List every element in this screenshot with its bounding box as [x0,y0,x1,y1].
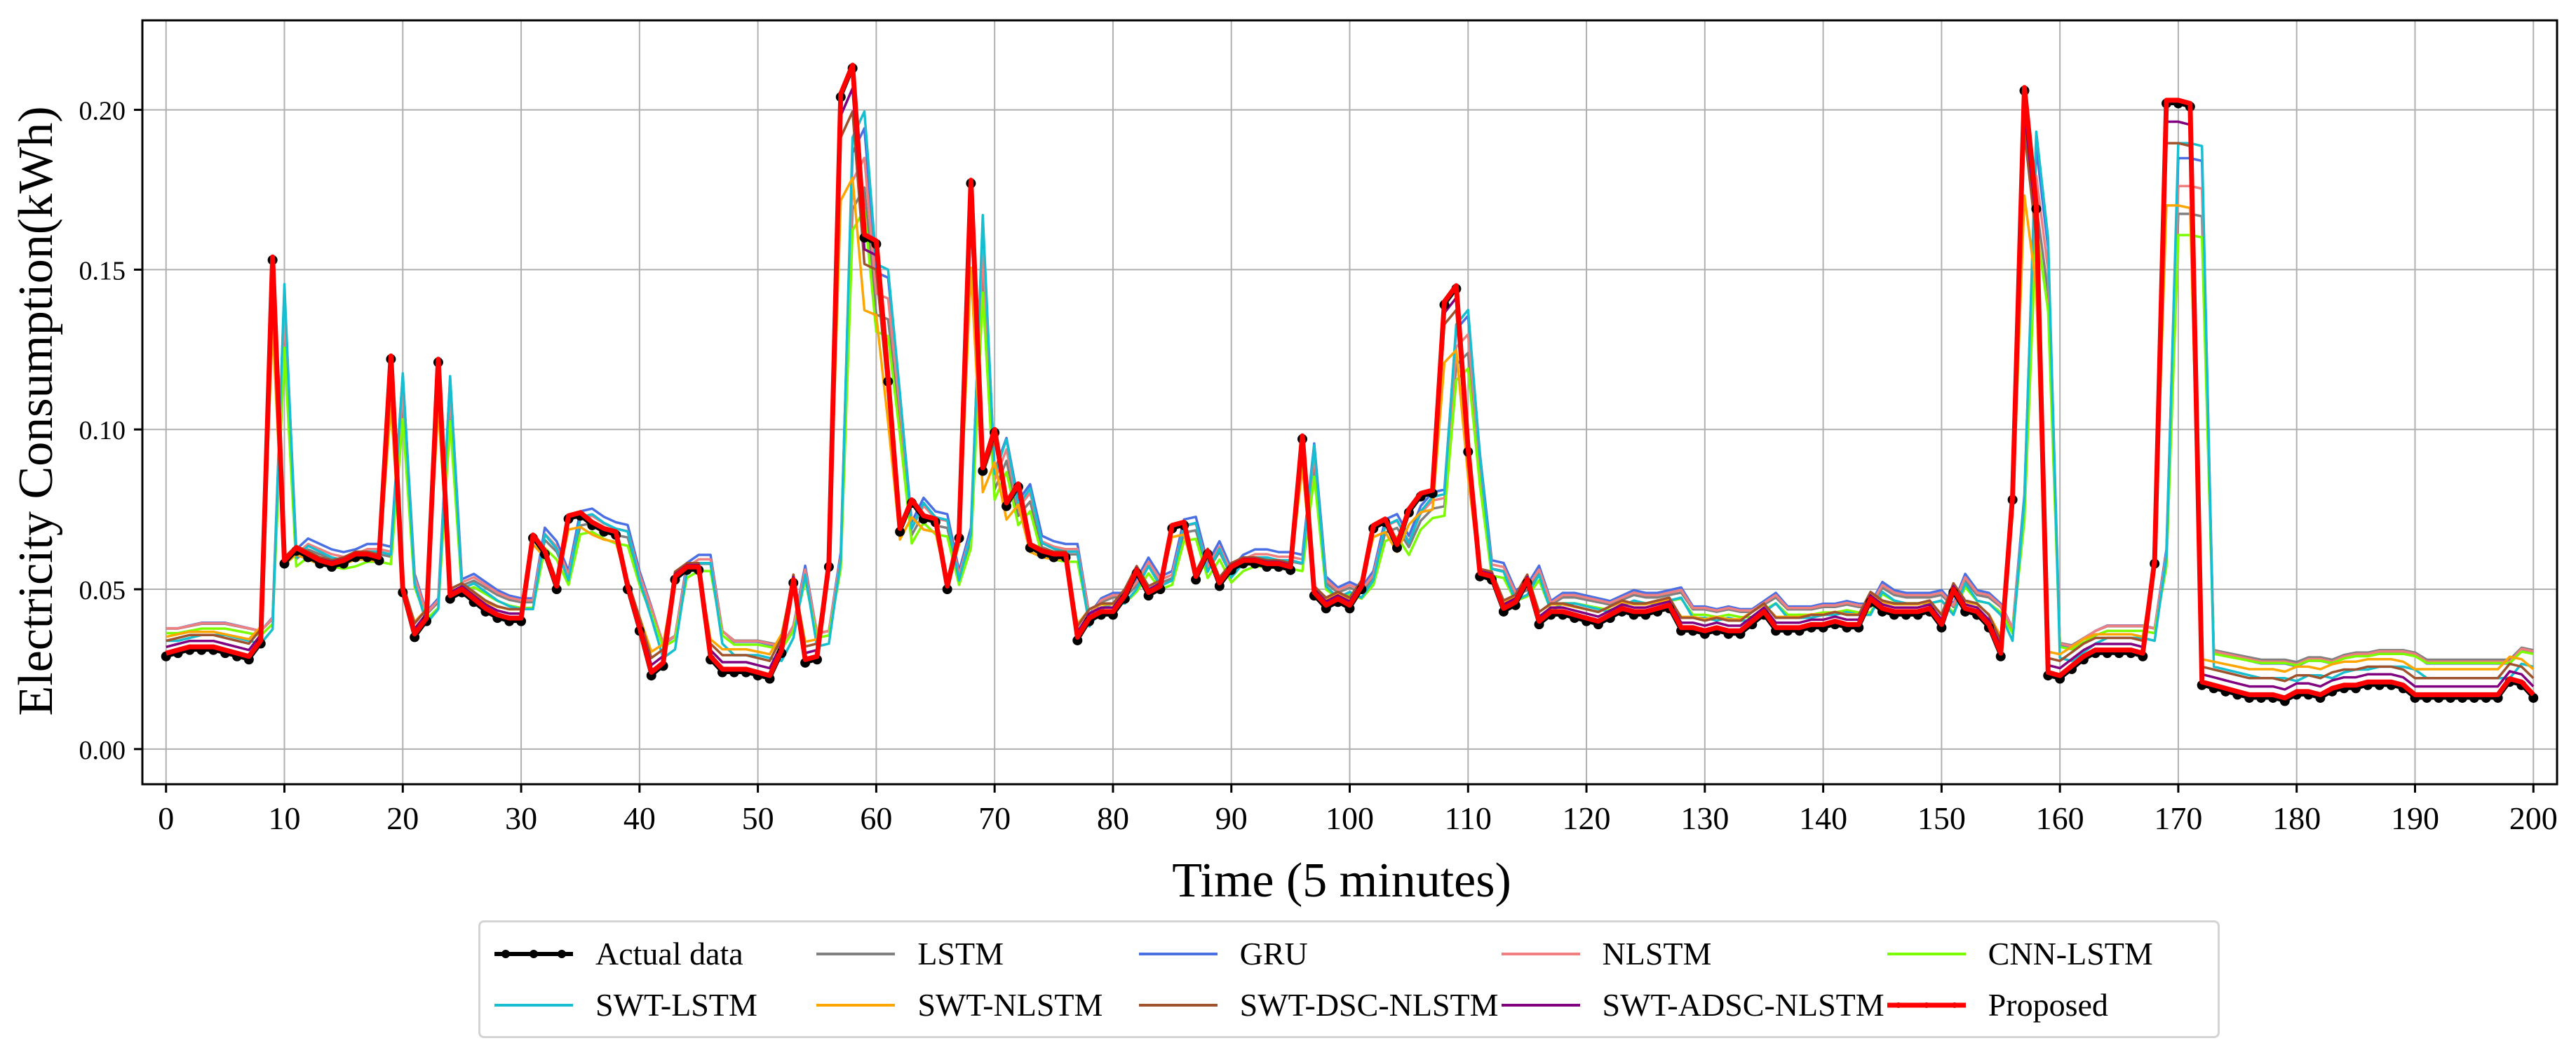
legend-item: Actual data [492,928,814,979]
legend-swatch [816,1003,896,1007]
y-tick-label: 0.15 [79,256,126,285]
x-tick-label: 100 [1326,800,1374,836]
series-line-proposed [165,62,2535,701]
data-point [1392,542,1403,553]
legend-swatch [1138,952,1218,955]
x-tick-label: 190 [2391,800,2439,836]
legend-item: NLSTM [1499,928,1884,979]
y-axis-label: Electricity Consumption(kWh) [9,107,63,716]
x-tick-label: 0 [158,800,174,836]
legend-label: Proposed [1988,987,2108,1023]
legend-item: SWT-DSC-NLSTM [1136,979,1499,1030]
x-tick-label: 160 [2036,800,2084,836]
data-point [978,466,988,476]
legend-swatch [1887,1002,1966,1008]
x-tick-label: 110 [1445,800,1492,836]
legend-swatch [494,1003,573,1007]
x-tick-label: 170 [2154,800,2202,836]
legend-item: GRU [1136,928,1499,979]
axes: 0 10 20 30 40 50 60 70 80 90 100 110 120 130 140 150 160… [79,19,2558,836]
x-tick-label: 150 [1917,800,1966,836]
data-point [1191,574,1201,585]
x-tick-label: 30 [505,800,537,836]
x-tick-label: 20 [386,800,419,836]
x-tick-label: 50 [742,800,774,836]
x-tick-label: 90 [1215,800,1248,836]
x-tick-label: 120 [1563,800,1611,836]
legend-label: LSTM [917,936,1004,972]
legend-label: CNN-LSTM [1988,936,2153,972]
legend-item: CNN-LSTM [1884,928,2206,979]
x-tick-label: 130 [1680,800,1729,836]
y-tick-label: 0.00 [79,736,126,765]
x-tick-label: 80 [1097,800,1129,836]
legend-label: Actual data [595,936,743,972]
legend-swatch [1887,952,1966,955]
x-tick-label: 70 [978,800,1011,836]
x-tick-label: 10 [269,800,301,836]
x-tick-label: 180 [2272,800,2321,836]
x-tick-label: 40 [623,800,656,836]
legend-label: SWT-ADSC-NLSTM [1602,987,1884,1023]
legend-swatch [1138,1003,1218,1007]
grid [142,20,2557,784]
legend-label: GRU [1239,936,1308,972]
legend-swatch [1501,952,1580,955]
data-point [942,584,952,595]
data-point [1995,651,2006,661]
data-point [895,527,905,537]
legend-label: SWT-NLSTM [917,987,1103,1023]
legend-label: SWT-DSC-NLSTM [1239,987,1499,1023]
y-tick-label: 0.20 [79,97,126,126]
legend-item: SWT-NLSTM [814,979,1135,1030]
x-tick-label: 200 [2509,800,2558,836]
legend-swatch [1501,1003,1580,1007]
legend-swatch [494,949,573,958]
legend-label: SWT-LSTM [595,987,757,1023]
legend-item: Proposed [1884,979,2206,1030]
legend-item: LSTM [814,928,1135,979]
x-axis-label: Time (5 minutes) [1172,854,1511,908]
data-point [1002,501,1012,511]
y-tick-label: 0.05 [79,576,126,605]
x-tick-label: 140 [1799,800,1847,836]
data-point [551,584,562,595]
legend-item: SWT-ADSC-NLSTM [1499,979,1884,1030]
x-tick-label: 60 [860,800,892,836]
legend: Actual data LSTM GRU NLSTM CNN-LSTM SWT-LSTM S… [478,920,2220,1038]
y-tick-label: 0.10 [79,416,126,445]
legend-swatch [816,952,896,955]
data-point [1214,581,1225,591]
legend-label: NLSTM [1602,936,1712,972]
series-layer [161,62,2539,706]
data-point [1072,635,1083,645]
legend-item: SWT-LSTM [492,979,814,1030]
